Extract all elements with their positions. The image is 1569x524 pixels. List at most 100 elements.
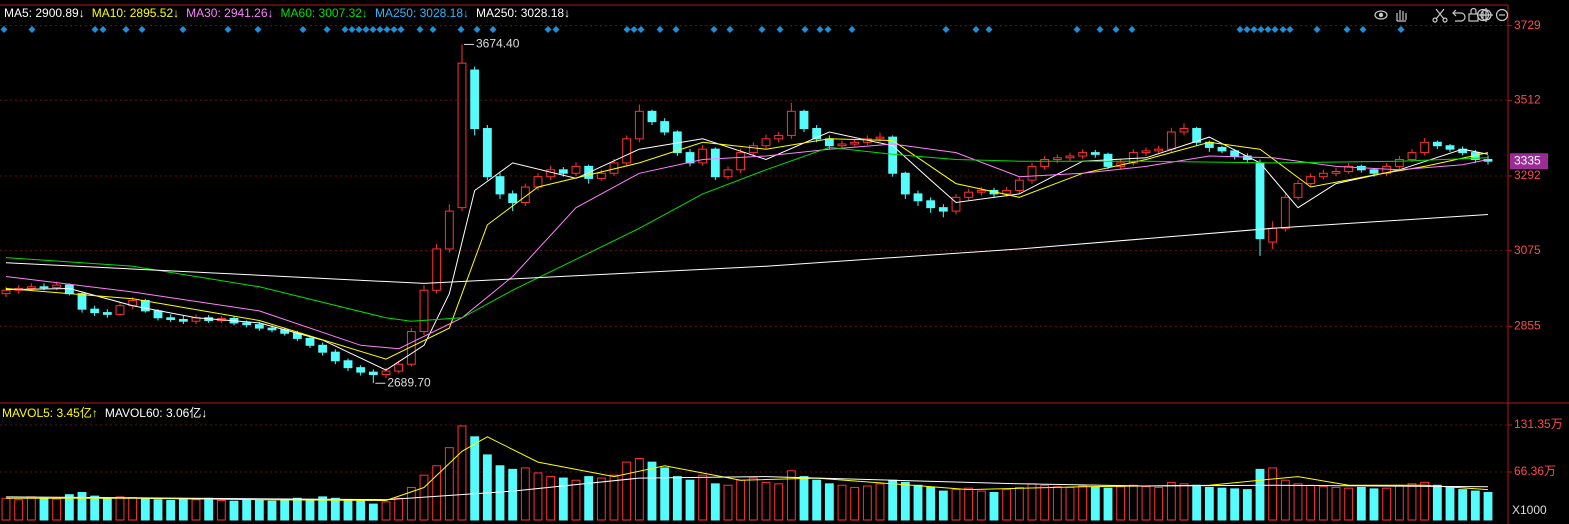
candle-body bbox=[1230, 150, 1240, 157]
candle-body bbox=[837, 143, 847, 147]
volume-bar bbox=[242, 499, 252, 521]
minus-icon[interactable] bbox=[1495, 8, 1509, 22]
candle-body bbox=[1407, 152, 1417, 160]
legend-entry: MA5: 2900.89↓ bbox=[4, 6, 85, 20]
volume-bar bbox=[1154, 486, 1164, 521]
signal-marker bbox=[355, 26, 363, 33]
zoom-in-circle bbox=[1476, 8, 1490, 22]
zoom-in-icon[interactable] bbox=[1476, 8, 1490, 22]
volume-bar bbox=[356, 499, 366, 521]
candle-body bbox=[774, 134, 784, 140]
signal-marker bbox=[383, 26, 391, 33]
signal-marker bbox=[1236, 26, 1244, 33]
volume-bar bbox=[1242, 489, 1252, 521]
signal-marker bbox=[429, 26, 437, 33]
candle-body bbox=[381, 370, 391, 376]
volume-bar bbox=[558, 477, 568, 521]
volume-bar bbox=[166, 499, 176, 521]
volume-bar bbox=[723, 484, 733, 521]
signal-marker bbox=[1343, 26, 1351, 33]
candle-body bbox=[1154, 148, 1164, 152]
candle-body bbox=[647, 110, 657, 123]
undo-icon[interactable] bbox=[1452, 9, 1466, 22]
signal-marker bbox=[254, 26, 262, 33]
candle-body bbox=[178, 318, 188, 322]
ma-line bbox=[5, 476, 1489, 501]
volume-bar bbox=[850, 486, 860, 521]
candle-body bbox=[90, 308, 100, 314]
volume-bar bbox=[913, 484, 923, 521]
signal-marker bbox=[1264, 26, 1272, 33]
signal-marker bbox=[1279, 26, 1287, 33]
signal-marker bbox=[1096, 26, 1104, 33]
signal-marker bbox=[1257, 26, 1265, 33]
candle-body bbox=[748, 145, 758, 154]
volume-bar bbox=[64, 494, 74, 521]
volume-bar bbox=[204, 497, 214, 521]
legend-entry: MAVOL60: 3.06亿↓ bbox=[105, 405, 208, 420]
signal-marker bbox=[1271, 26, 1279, 33]
volume-bar bbox=[1344, 487, 1354, 521]
signal-marker bbox=[457, 26, 465, 33]
signal-marker bbox=[942, 26, 950, 33]
signal-marker bbox=[1250, 26, 1258, 33]
candle-body bbox=[432, 248, 442, 291]
candle-body bbox=[850, 141, 860, 145]
volume-bar bbox=[1458, 489, 1468, 521]
volume-bar bbox=[432, 465, 442, 521]
volume-bar bbox=[685, 479, 695, 521]
candle-body bbox=[533, 176, 543, 188]
candle-body bbox=[761, 138, 771, 147]
volume-bar bbox=[875, 483, 885, 521]
signal-marker bbox=[1128, 26, 1136, 33]
annotation-label: 2689.70 bbox=[387, 375, 431, 389]
volume-bar bbox=[609, 474, 619, 521]
candle-body bbox=[1344, 165, 1354, 173]
volume-bar bbox=[1255, 468, 1265, 521]
volume-bar bbox=[1179, 483, 1189, 521]
signal-marker bbox=[710, 26, 718, 33]
volume-bar bbox=[1027, 483, 1037, 521]
candle-body bbox=[394, 363, 404, 372]
candle-body bbox=[685, 152, 695, 164]
signal-marker bbox=[552, 26, 560, 33]
volume-bar bbox=[191, 499, 201, 521]
candle-body bbox=[938, 207, 948, 212]
candle-body bbox=[406, 331, 416, 365]
candle-body bbox=[634, 110, 644, 140]
volume-bar bbox=[495, 465, 505, 521]
candle-body bbox=[39, 286, 49, 289]
candle-body bbox=[1141, 150, 1151, 154]
volume-bar bbox=[1280, 479, 1290, 521]
volume-bar bbox=[1002, 489, 1012, 521]
volume-bar bbox=[14, 499, 24, 521]
volume-bar bbox=[318, 496, 328, 521]
legend-entry: MA60: 3007.32↓ bbox=[281, 6, 368, 20]
ma-line bbox=[5, 214, 1489, 284]
candle-body bbox=[343, 360, 353, 369]
volume-bar bbox=[622, 461, 632, 521]
legend-entry: MAVOL5: 3.45亿↑ bbox=[2, 405, 98, 420]
volume-bar bbox=[305, 499, 315, 521]
signal-marker bbox=[1073, 26, 1081, 33]
hand-icon[interactable] bbox=[1396, 10, 1407, 22]
signal-marker bbox=[224, 26, 232, 33]
signal-marker bbox=[323, 26, 331, 33]
signal-marker bbox=[824, 26, 832, 33]
volume-bar bbox=[660, 467, 670, 521]
volume-bar bbox=[761, 481, 771, 521]
candle-body bbox=[736, 152, 746, 171]
candle-body bbox=[558, 169, 568, 174]
y-tick-label: 3075 bbox=[1514, 243, 1541, 257]
volume-bar bbox=[1306, 484, 1316, 521]
eye-icon[interactable] bbox=[1374, 10, 1388, 20]
volume-bar bbox=[634, 458, 644, 521]
volume-bar bbox=[1470, 490, 1480, 521]
volume-bar bbox=[102, 497, 112, 521]
volume-bar bbox=[584, 476, 594, 521]
candle-body bbox=[1078, 152, 1088, 157]
signal-marker bbox=[122, 26, 130, 33]
signal-marker bbox=[91, 26, 99, 33]
scissors-icon[interactable] bbox=[1432, 8, 1448, 23]
signal-marker bbox=[623, 26, 631, 33]
